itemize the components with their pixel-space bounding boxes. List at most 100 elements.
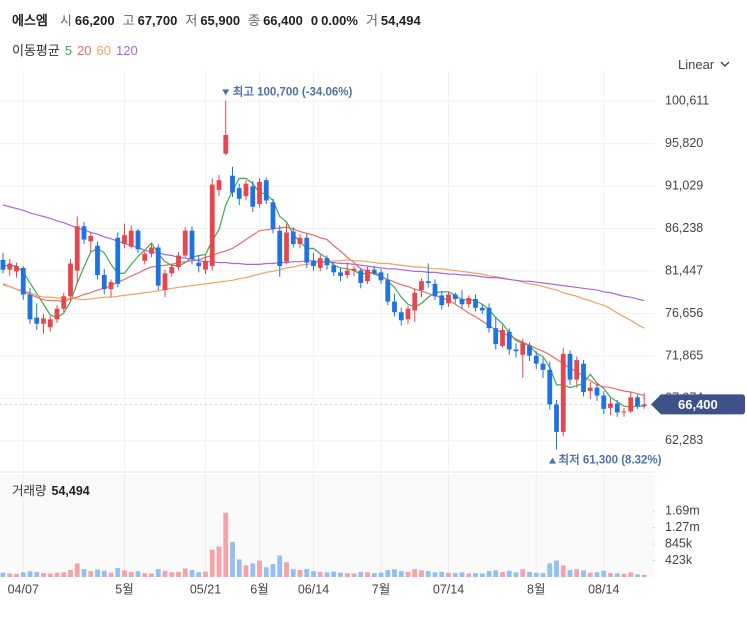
volume-bar <box>277 555 283 577</box>
candle-body <box>88 236 94 242</box>
candle-body <box>419 281 424 291</box>
candle-body <box>135 230 141 250</box>
legend-entry: 20 <box>77 43 92 58</box>
volume-title: 거래량 54,494 <box>12 484 90 498</box>
volume-bar <box>365 572 370 577</box>
volume-bar <box>493 570 499 577</box>
volume-bar <box>47 573 53 577</box>
scale-label: Linear <box>678 57 715 72</box>
volume-bar <box>108 572 114 577</box>
chevron-icon <box>720 61 730 67</box>
summary-label: 거 <box>365 13 378 28</box>
volume-bar <box>547 563 553 577</box>
candle-body <box>250 186 256 207</box>
candle-body <box>74 226 80 271</box>
volume-bar <box>351 573 357 577</box>
ma-line <box>2 204 645 302</box>
candle-body <box>149 247 154 254</box>
candle-body <box>209 184 215 267</box>
candle-body <box>392 301 397 313</box>
volume-bar <box>0 572 6 577</box>
x-tick-label: 06/14 <box>298 582 329 596</box>
volume-bar <box>304 568 310 577</box>
candle-body <box>527 345 532 356</box>
candle-body <box>601 395 607 409</box>
volume-bar <box>81 569 87 577</box>
x-tick-label: 07/14 <box>433 582 464 596</box>
change-pct: 0.00% <box>321 13 358 28</box>
candle-body <box>81 226 87 240</box>
volume-bar <box>452 573 458 577</box>
volume-bar <box>41 573 46 577</box>
change: 0 <box>310 13 319 28</box>
x-tick-label: 8월 <box>527 582 545 596</box>
candle-body <box>317 258 323 268</box>
volume-bar <box>466 573 472 577</box>
volume-bar <box>317 571 323 577</box>
volume-bar <box>331 571 337 577</box>
candle-body <box>108 282 114 290</box>
volume-bar <box>378 572 384 577</box>
x-tick-label: 5월 <box>115 582 133 596</box>
volume-bar <box>61 572 67 577</box>
volume-bar <box>439 571 445 577</box>
volume-bar <box>7 573 13 577</box>
candle-body <box>405 308 411 320</box>
candle-body <box>236 188 242 199</box>
candle-body <box>446 294 451 304</box>
volume-bar <box>263 567 269 577</box>
legend-entry: 5 <box>64 43 73 58</box>
volume-bar <box>479 573 485 577</box>
volume-bar <box>473 573 478 577</box>
volume-bar <box>601 570 607 577</box>
candle-body <box>142 253 148 261</box>
volume-bar <box>513 572 519 577</box>
summary-value: 67,700 <box>137 13 178 28</box>
candle-body <box>27 294 33 320</box>
volume-bar <box>68 569 73 577</box>
volume-bar <box>446 572 451 577</box>
volume-bar <box>236 559 242 577</box>
scale-dropdown[interactable]: Linear <box>678 57 731 72</box>
candle-body <box>182 230 188 256</box>
volume-bar <box>338 572 343 577</box>
candle-body <box>338 272 343 276</box>
volume-bar <box>574 569 580 577</box>
candle-body <box>41 318 46 324</box>
volume-bar <box>459 572 465 577</box>
volume-title-value: 54,494 <box>52 484 90 498</box>
summary-label: 고 <box>122 13 135 28</box>
volume-bar <box>230 541 235 577</box>
candle-body <box>14 266 19 272</box>
candle-body <box>547 369 553 405</box>
y-tick-label: 86,238 <box>665 221 703 235</box>
volume-bar <box>587 572 593 577</box>
legend-title: 이동평균 <box>12 43 60 58</box>
candle-body <box>371 269 377 274</box>
candle-body <box>54 308 60 320</box>
low-annotation: 최저 61,300 (8.32%) <box>559 453 662 467</box>
candle-body <box>473 298 478 308</box>
candle-body <box>581 363 586 392</box>
candle-body <box>459 298 465 305</box>
candle-body <box>594 387 600 396</box>
volume-bar <box>74 563 80 577</box>
volume-bar <box>270 564 276 577</box>
candle-body <box>385 280 391 302</box>
candle-body <box>189 230 195 260</box>
volume-bar <box>567 569 573 577</box>
summary-value: 66,200 <box>74 13 115 28</box>
candle-body <box>533 355 539 364</box>
summary-label: 시 <box>59 13 72 28</box>
volume-bar <box>189 569 195 577</box>
volume-bar <box>486 571 492 577</box>
volume-bar <box>203 571 208 577</box>
y-tick-label: 100,611 <box>665 93 709 107</box>
candle-body <box>169 267 175 274</box>
candle-body <box>176 255 181 268</box>
volume-bar <box>122 570 127 577</box>
volume-tick-label: 845k <box>665 536 693 550</box>
volume-bar <box>216 546 222 577</box>
volume-bar <box>155 569 161 577</box>
volume-bar <box>34 571 40 577</box>
